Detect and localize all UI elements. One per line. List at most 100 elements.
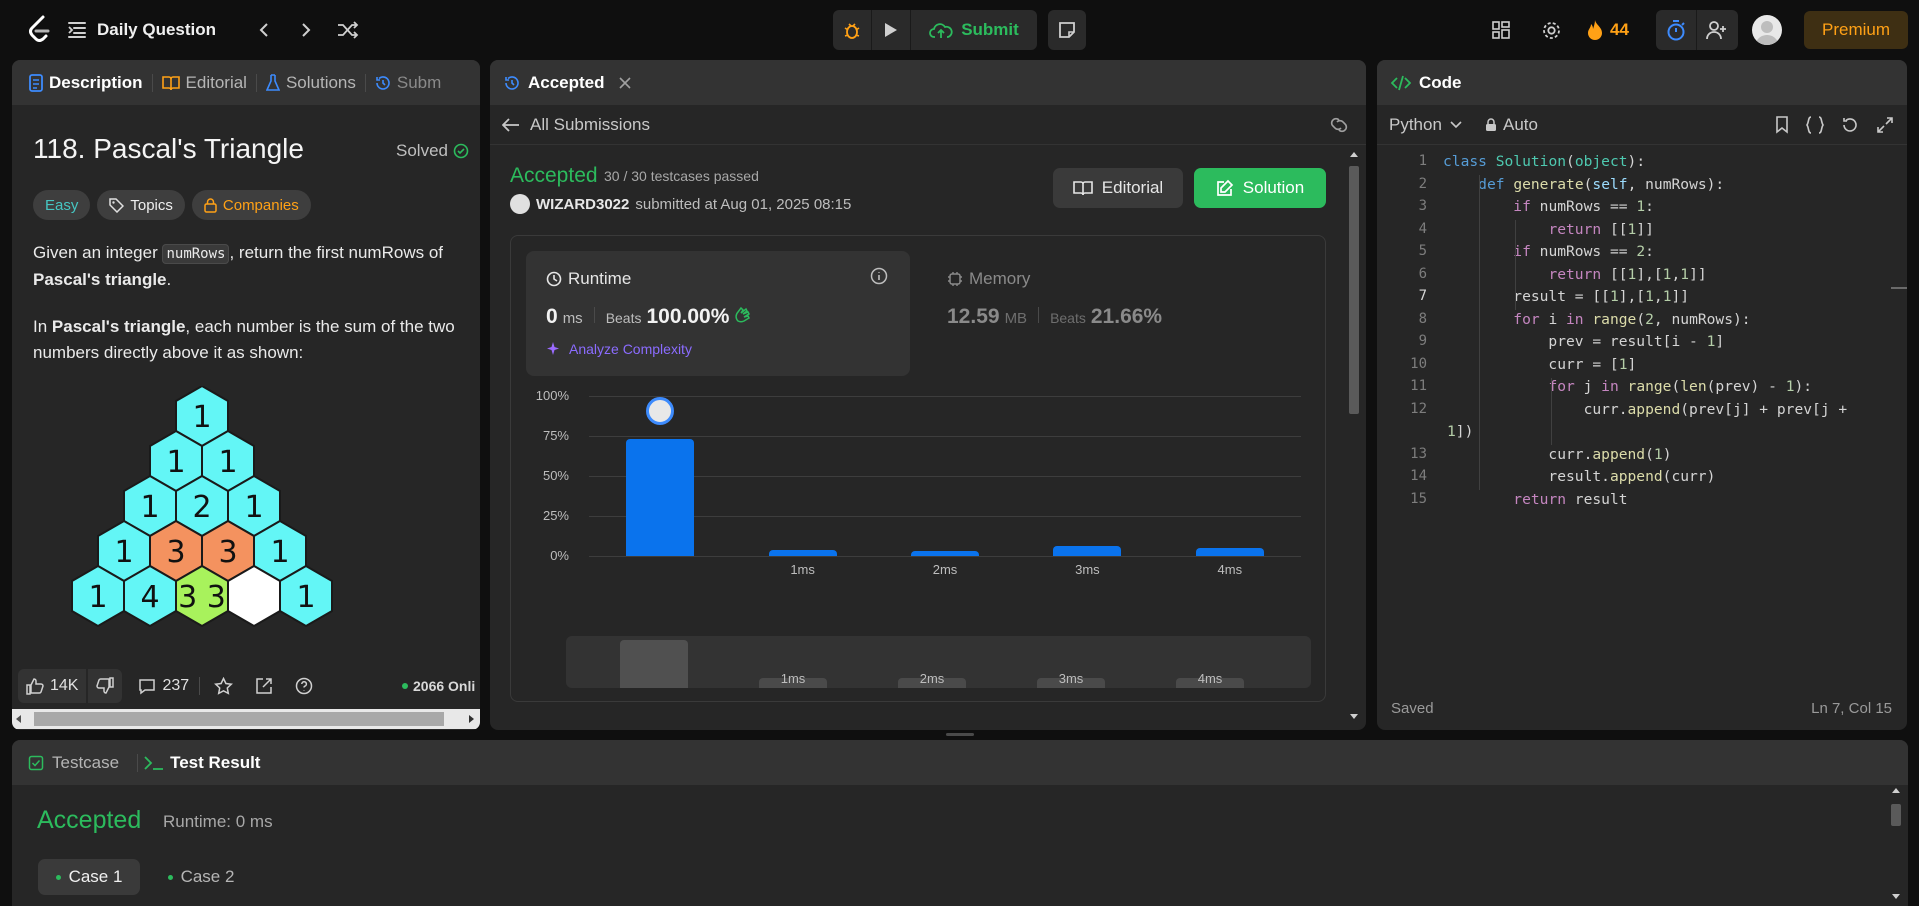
tab-solutions[interactable]: Solutions: [257, 73, 365, 93]
tab-editorial[interactable]: Editorial: [153, 73, 256, 93]
share-icon[interactable]: [255, 677, 273, 695]
chart-minimap[interactable]: 1ms 2ms 3ms 4ms: [566, 636, 1311, 688]
tab-test-result[interactable]: Test Result: [144, 753, 260, 773]
code-line[interactable]: if numRows == 1:: [1513, 198, 1654, 215]
info-icon[interactable]: [870, 267, 888, 285]
result-scrollbar[interactable]: [1888, 784, 1904, 906]
online-indicator: 2066 Onli: [402, 678, 475, 694]
all-submissions-link[interactable]: All Submissions: [530, 114, 650, 134]
expand-icon[interactable]: [1877, 117, 1893, 133]
chart-bar[interactable]: [911, 551, 979, 556]
star-icon[interactable]: [214, 676, 234, 696]
code-line[interactable]: result = [[1],[1,1]]: [1443, 288, 1690, 305]
code-line[interactable]: for i in range(2, numRows):: [1513, 310, 1751, 328]
bookmark-icon[interactable]: [1775, 116, 1789, 134]
chart-bar[interactable]: [1195, 548, 1264, 556]
tab-submissions[interactable]: Subm: [366, 73, 450, 93]
companies-tag[interactable]: Companies: [191, 190, 311, 220]
memory-card[interactable]: Memory 12.59 MB Beats 21.66%: [927, 251, 1311, 376]
dislike-button[interactable]: [88, 669, 123, 703]
like-button[interactable]: 14K: [18, 669, 87, 703]
code-line[interactable]: curr = [1]: [1443, 355, 1637, 373]
tab-description[interactable]: Description: [20, 73, 152, 93]
editorial-button[interactable]: Editorial: [1053, 168, 1183, 208]
code-line[interactable]: 1]): [1447, 423, 1474, 440]
comments-button[interactable]: 237: [138, 677, 189, 695]
add-friend-icon[interactable]: [1697, 10, 1737, 50]
auto-mode[interactable]: Auto: [1485, 115, 1538, 135]
text-segment: In: [33, 317, 52, 336]
streak-counter[interactable]: 44: [1586, 16, 1629, 44]
code-line[interactable]: curr.append(prev[j] + prev[j +: [1443, 400, 1848, 418]
language-select[interactable]: Python: [1389, 115, 1462, 135]
notes-icon[interactable]: [1048, 10, 1086, 50]
code-line[interactable]: curr.append(1): [1443, 445, 1672, 463]
problem-list-link[interactable]: Daily Question: [67, 16, 216, 44]
code-line[interactable]: prev = result[i - 1]: [1443, 333, 1725, 350]
submit-button[interactable]: Submit: [911, 10, 1037, 50]
code-line[interactable]: for j in range(len(prev) - 1):: [1548, 378, 1813, 395]
problem-title[interactable]: 118. Pascal's Triangle: [33, 133, 304, 164]
help-icon[interactable]: [295, 677, 313, 695]
scroll-thumb[interactable]: [1349, 166, 1359, 414]
analyze-complexity-link[interactable]: Analyze Complexity: [546, 341, 692, 357]
avatar[interactable]: [1752, 15, 1782, 45]
close-icon[interactable]: [618, 76, 631, 89]
code-editor[interactable]: 1 class Solution(object): 2 def generate(s…: [1377, 153, 1892, 653]
solution-button[interactable]: Solution: [1194, 168, 1326, 208]
scroll-up-arrow[interactable]: [1892, 788, 1900, 793]
premium-button[interactable]: Premium: [1804, 11, 1908, 49]
scroll-right-arrow[interactable]: [469, 715, 474, 723]
scroll-thumb[interactable]: [34, 712, 444, 726]
accepted-tab-label[interactable]: Accepted: [528, 72, 605, 92]
submission-status: Accepted: [510, 164, 598, 187]
link-icon[interactable]: [1328, 117, 1350, 133]
tab-testcase[interactable]: Testcase: [28, 753, 119, 773]
layout-icon[interactable]: [1489, 16, 1513, 44]
code-line[interactable]: return result: [1513, 490, 1628, 508]
case-2-button[interactable]: Case 2: [150, 859, 252, 895]
prev-question-icon[interactable]: [254, 16, 274, 44]
chart-bar[interactable]: [1053, 546, 1122, 556]
runtime-card[interactable]: Runtime 0 ms Beats 100.00% Analyze Compl…: [526, 251, 910, 376]
stopwatch-icon[interactable]: [1656, 10, 1696, 50]
panel-splitter-handle[interactable]: [946, 733, 974, 736]
code-line[interactable]: result.append(curr): [1443, 468, 1716, 485]
case-1-button[interactable]: Case 1: [38, 859, 140, 895]
code-line[interactable]: return [[1]]: [1548, 220, 1654, 238]
code-line[interactable]: class Solution(object):: [1443, 153, 1646, 170]
top-nav: Daily Question Submit 44 Premium: [0, 0, 1919, 60]
line-number: 5: [1418, 243, 1427, 259]
submission-scrollbar[interactable]: [1346, 148, 1362, 726]
scroll-thumb[interactable]: [1891, 804, 1901, 826]
minimap-label: 3ms: [1058, 671, 1084, 686]
case-1-label: Case 1: [68, 867, 123, 886]
code-line[interactable]: return [[1],[1,1]]: [1548, 265, 1707, 283]
scroll-left-arrow[interactable]: [16, 715, 21, 723]
format-braces-icon[interactable]: [1805, 116, 1825, 134]
reset-icon[interactable]: [1841, 116, 1859, 134]
timer-group: [1656, 10, 1738, 50]
code-line[interactable]: if numRows == 2:: [1513, 243, 1654, 260]
code-tab-label[interactable]: Code: [1419, 72, 1462, 92]
runtime-unit: ms: [562, 310, 583, 327]
chart-bar[interactable]: [768, 549, 837, 556]
topics-tag[interactable]: Topics: [97, 190, 185, 220]
next-question-icon[interactable]: [296, 16, 316, 44]
username[interactable]: WIZARD3022: [536, 195, 630, 213]
debug-icon[interactable]: [833, 10, 871, 50]
user-avatar[interactable]: [510, 194, 530, 214]
scroll-up-arrow[interactable]: [1350, 152, 1358, 157]
description-panel: Description Editorial Solutions Subm 118…: [12, 60, 480, 730]
scroll-down-arrow[interactable]: [1892, 894, 1900, 899]
chart-bar[interactable]: [626, 439, 695, 556]
shuffle-icon[interactable]: [335, 16, 361, 44]
settings-gear-icon[interactable]: [1538, 16, 1564, 44]
scroll-down-arrow[interactable]: [1350, 714, 1358, 719]
horizontal-scrollbar[interactable]: [12, 709, 480, 729]
leetcode-logo-icon[interactable]: [24, 12, 54, 46]
run-button[interactable]: [872, 10, 910, 50]
tab-testcase-label: Testcase: [52, 752, 120, 772]
arrow-left-icon[interactable]: [502, 117, 520, 132]
code-line[interactable]: def generate(self, numRows):: [1478, 175, 1725, 193]
